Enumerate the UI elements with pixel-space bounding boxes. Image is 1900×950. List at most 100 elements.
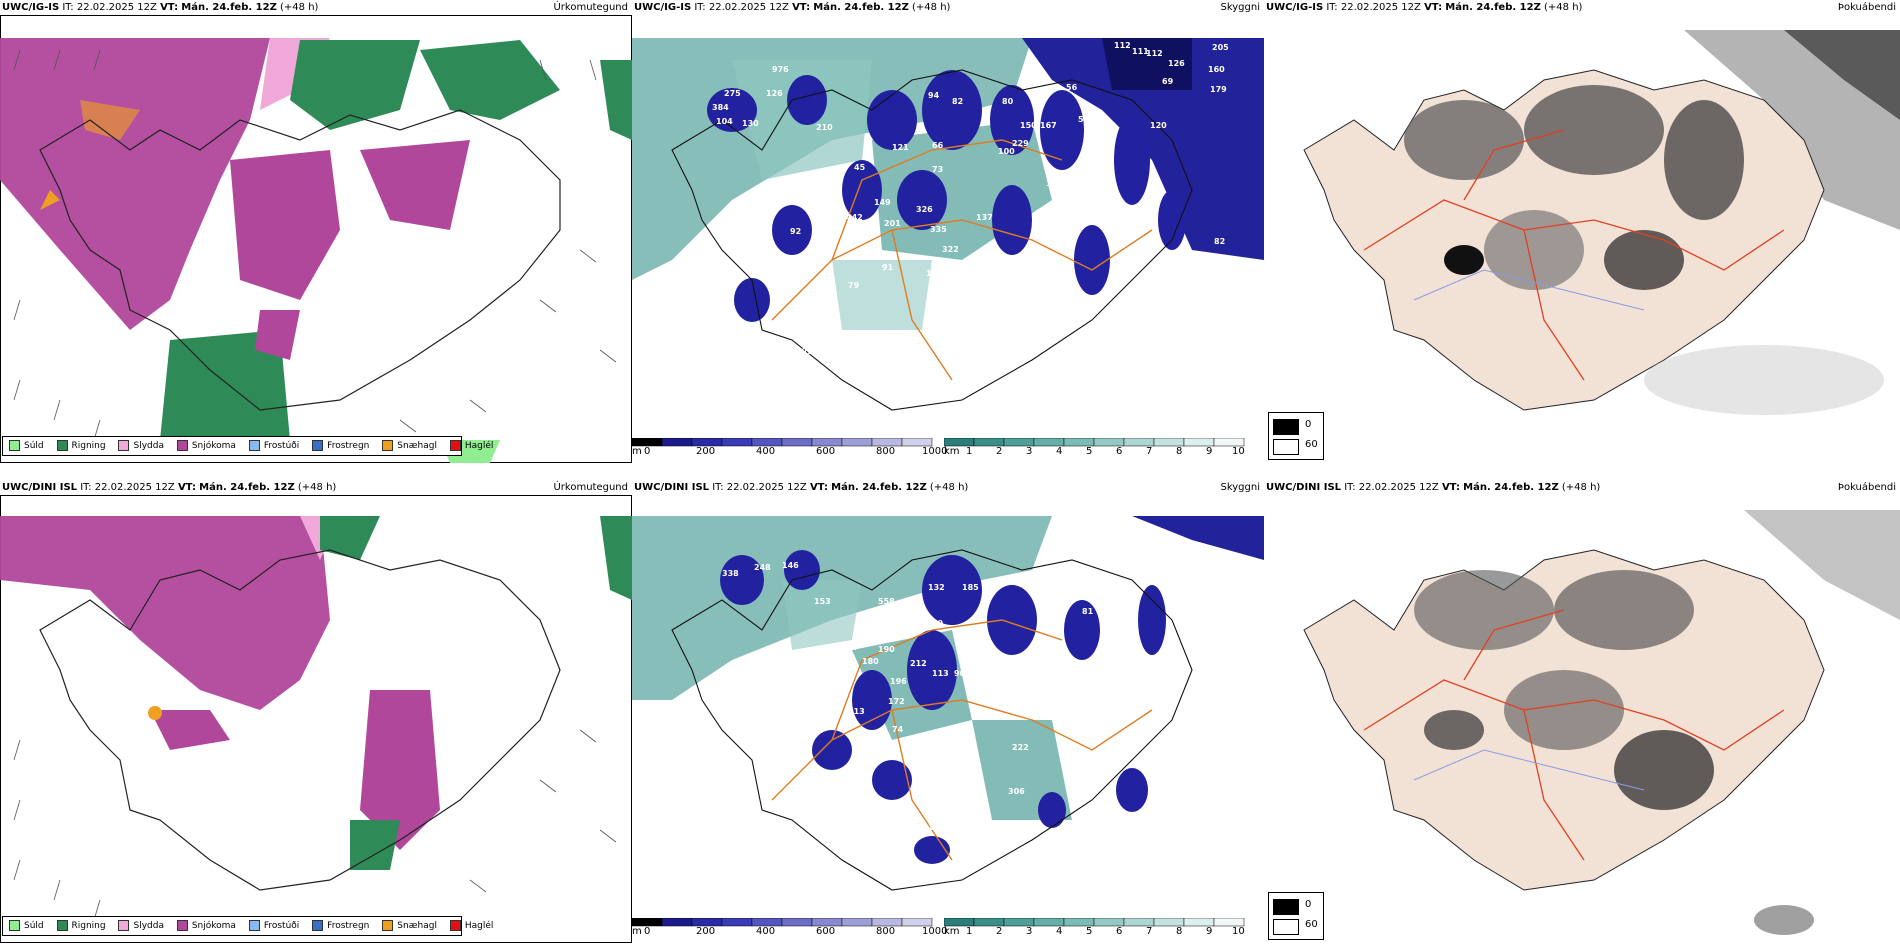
swatch-icon — [312, 440, 324, 451]
svg-text:109: 109 — [1048, 527, 1065, 536]
valid-time: Mán. 24.feb. 12Z — [181, 2, 277, 13]
swatch-icon — [312, 920, 324, 931]
svg-text:58: 58 — [1078, 115, 1090, 124]
svg-text:442: 442 — [846, 213, 863, 222]
svg-text:173: 173 — [976, 689, 993, 698]
svg-text:138: 138 — [802, 313, 819, 322]
svg-text:149: 149 — [874, 198, 891, 207]
svg-text:127: 127 — [842, 643, 859, 652]
panel-header: UWC/DINI ISL IT: 22.02.2025 12Z VT: Mán.… — [1264, 480, 1900, 496]
fog-map-canvas — [1264, 16, 1900, 470]
fog-map-canvas — [1264, 496, 1900, 950]
svg-text:229: 229 — [1012, 139, 1029, 148]
svg-text:146: 146 — [782, 561, 799, 570]
svg-text:100: 100 — [998, 147, 1015, 156]
svg-text:205: 205 — [1212, 43, 1229, 52]
svg-text:113: 113 — [932, 669, 949, 678]
swatch-icon — [248, 920, 260, 931]
svg-text:541: 541 — [800, 183, 817, 192]
svg-text:104: 104 — [922, 863, 939, 872]
svg-text:45: 45 — [854, 163, 866, 172]
visibility-map-top: UWC/IG-IS IT: 22.02.2025 12Z VT: Mán. 24… — [632, 0, 1264, 470]
swatch-icon — [118, 920, 130, 931]
svg-text:180: 180 — [862, 657, 879, 666]
panel-title: Þokuábendi — [1837, 2, 1896, 13]
svg-text:112: 112 — [1146, 49, 1163, 58]
init-time: 22.02.2025 12Z — [94, 482, 175, 493]
svg-text:212: 212 — [910, 659, 927, 668]
svg-text:90: 90 — [954, 669, 966, 678]
panel-title: Úrkomutegund — [553, 482, 628, 493]
panel-header: UWC/IG-IS IT: 22.02.2025 12Z VT: Mán. 24… — [632, 0, 1264, 16]
svg-text:196: 196 — [890, 677, 907, 686]
precip-type-map-top: UWC/IG-IS IT: 22.02.2025 12Z VT: Mán. 24… — [0, 0, 632, 470]
svg-text:322: 322 — [942, 245, 959, 254]
precip-legend: Súld Rigning Slydda Snjókoma Frostúði Fr… — [2, 916, 493, 936]
svg-text:172: 172 — [888, 697, 905, 706]
svg-text:384: 384 — [712, 103, 729, 112]
svg-text:81: 81 — [1082, 607, 1094, 616]
swatch-icon — [1273, 439, 1299, 455]
svg-text:82: 82 — [1214, 237, 1225, 246]
cloud-base-labels: 109 338 248 146 153 558 202 132 185 66 8… — [722, 527, 1161, 916]
fog-legend-top: 0 60 — [1268, 412, 1324, 460]
svg-text:73: 73 — [932, 165, 943, 174]
swatch-icon — [118, 440, 130, 451]
svg-text:121: 121 — [892, 143, 909, 152]
panel-header: UWC/DINI ISL IT: 22.02.2025 12Z VT: Mán.… — [0, 480, 632, 496]
svg-text:132: 132 — [928, 583, 945, 592]
swatch-icon — [176, 440, 188, 451]
svg-text:140: 140 — [928, 823, 945, 832]
svg-text:74: 74 — [892, 725, 904, 734]
svg-text:66: 66 — [932, 141, 944, 150]
svg-text:137: 137 — [976, 213, 993, 222]
lead-time: (+48 h) — [280, 2, 319, 13]
visibility-map-canvas: 275 976 384 126 104 130 210 94 82 80 56 … — [632, 38, 1264, 411]
swatch-icon — [1273, 899, 1299, 915]
swatch-icon — [176, 920, 188, 931]
panel-header: UWC/DINI ISL IT: 22.02.2025 12Z VT: Mán.… — [632, 480, 1264, 496]
svg-text:120: 120 — [1150, 121, 1167, 130]
svg-text:326: 326 — [916, 205, 933, 214]
svg-text:66: 66 — [1018, 579, 1030, 588]
svg-text:150: 150 — [1020, 121, 1037, 130]
svg-text:69: 69 — [1162, 77, 1174, 86]
svg-text:106: 106 — [1040, 219, 1057, 228]
cloud-base-colorbar: m 0 200 400 600 800 1000 — [632, 918, 947, 940]
swatch-icon — [9, 440, 20, 451]
visibility-colorbar: km 1 2 3 4 5 6 7 8 9 10 — [944, 438, 1256, 460]
svg-text:92: 92 — [790, 227, 801, 236]
visibility-map-bottom: UWC/DINI ISL IT: 22.02.2025 12Z VT: Mán.… — [632, 480, 1264, 950]
panel-title: Þokuábendi — [1837, 482, 1896, 493]
svg-text:91: 91 — [882, 263, 894, 272]
svg-text:138: 138 — [910, 863, 927, 872]
swatch-icon — [382, 440, 394, 451]
svg-text:338: 338 — [722, 569, 739, 578]
visibility-colorbar: km 1 2 3 4 5 6 7 8 9 10 — [944, 918, 1256, 940]
panel-header: UWC/IG-IS IT: 22.02.2025 12Z VT: Mán. 24… — [0, 0, 632, 16]
panel-title: Skyggni — [1220, 482, 1260, 493]
svg-text:94: 94 — [928, 91, 940, 100]
svg-text:55: 55 — [854, 753, 866, 762]
svg-text:275: 275 — [724, 89, 741, 98]
svg-text:69: 69 — [932, 619, 944, 628]
svg-text:313: 313 — [848, 707, 865, 716]
valid-time: Mán. 24.feb. 12Z — [199, 482, 295, 493]
swatch-icon — [56, 440, 68, 451]
svg-text:185: 185 — [962, 583, 979, 592]
svg-text:222: 222 — [802, 347, 819, 356]
svg-text:126: 126 — [1168, 59, 1185, 68]
svg-text:210: 210 — [816, 123, 833, 132]
model-name: UWC/IG-IS — [1266, 2, 1324, 13]
svg-text:111: 111 — [1132, 47, 1149, 56]
lead-time: (+48 h) — [297, 482, 337, 493]
svg-text:167: 167 — [1040, 121, 1057, 130]
svg-text:67: 67 — [876, 745, 887, 754]
panel-title: Skyggni — [1220, 2, 1260, 13]
init-time: 22.02.2025 12Z — [76, 2, 157, 13]
svg-text:201: 201 — [884, 219, 901, 228]
visibility-map-canvas: 109 338 248 146 153 558 202 132 185 66 8… — [632, 516, 1264, 916]
svg-text:976: 976 — [772, 65, 789, 74]
svg-text:202: 202 — [898, 601, 915, 610]
swatch-icon — [1273, 419, 1299, 435]
